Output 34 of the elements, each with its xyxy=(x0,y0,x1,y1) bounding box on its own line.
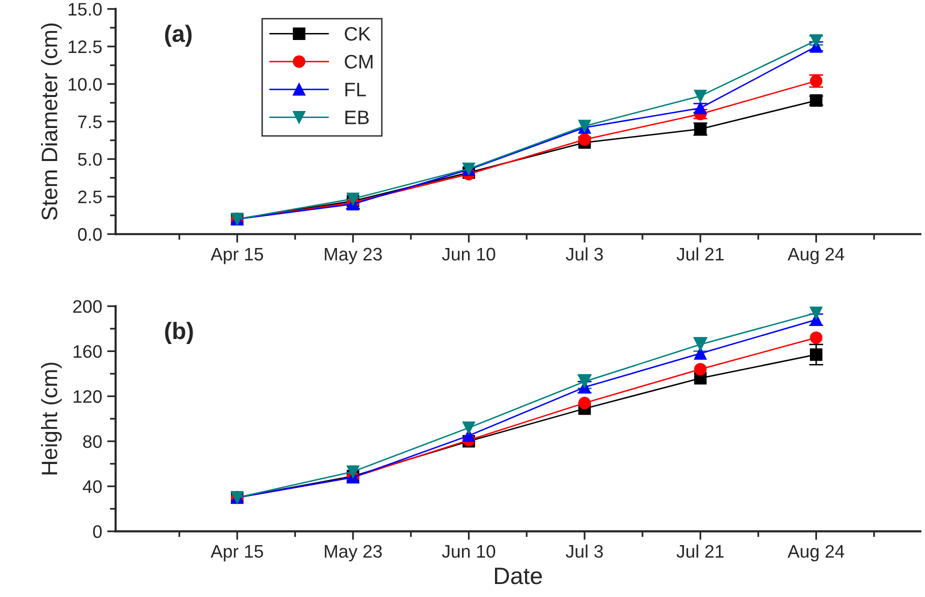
y-tick-label: 160 xyxy=(74,345,102,358)
x-tick-label: May 23 xyxy=(324,545,382,562)
y-tick-label: 7.5 xyxy=(78,116,102,128)
x-tick-label: Aug 24 xyxy=(788,545,844,562)
x-tick-label: Jul 21 xyxy=(676,247,724,261)
x-tick-label: Jul 3 xyxy=(566,247,603,261)
x-tick-label: Apr 15 xyxy=(210,248,264,264)
x-tick-label: May 23 xyxy=(324,248,382,264)
y-axis-title: Height (cm) xyxy=(41,362,62,474)
y-tick-label: 0 xyxy=(93,525,102,538)
y-tick-label: 200 xyxy=(73,300,102,313)
x-axis-title: Date xyxy=(495,568,542,584)
y-tick-label: 80 xyxy=(83,435,102,448)
x-tick-label: Jun 10 xyxy=(442,248,496,261)
x-tick-label: Jul 3 xyxy=(566,544,603,558)
y-tick-label: 12.5 xyxy=(68,40,102,54)
legend-label: CK xyxy=(344,26,371,41)
x-tick-label: Aug 24 xyxy=(788,248,844,264)
y-tick-label: 0.0 xyxy=(78,228,102,241)
legend-label: EB xyxy=(345,110,369,124)
y-tick-label: 120 xyxy=(74,390,102,403)
x-tick-label: Jun 10 xyxy=(442,545,496,558)
y-axis-title: Stem Diameter (cm) xyxy=(41,24,62,220)
y-tick-label: 40 xyxy=(82,480,102,494)
annotation: (b) xyxy=(165,322,193,344)
legend-label: FL xyxy=(345,82,366,96)
legend-label: CM xyxy=(344,54,372,69)
y-tick-label: 2.5 xyxy=(78,190,102,204)
y-tick-label: 5.0 xyxy=(78,152,102,166)
x-tick-label: Jul 21 xyxy=(676,544,724,558)
y-tick-label: 15.0 xyxy=(68,2,102,16)
annotation: (a) xyxy=(165,24,192,47)
x-tick-label: Apr 15 xyxy=(210,545,264,562)
y-tick-label: 10.0 xyxy=(68,78,102,91)
